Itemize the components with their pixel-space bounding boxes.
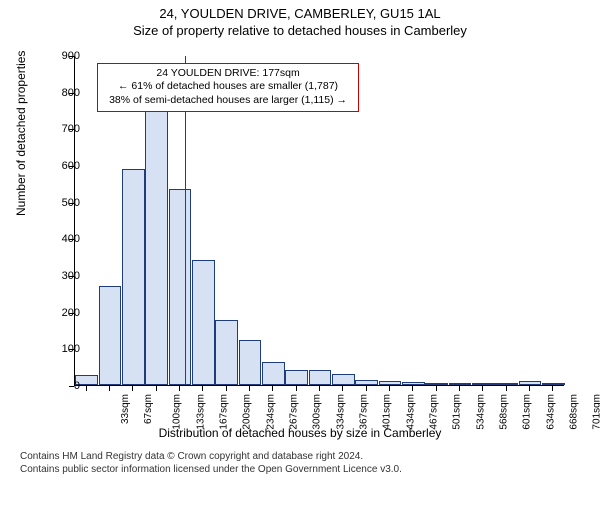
histogram-bar — [355, 380, 377, 386]
ytick-label: 600 — [40, 160, 80, 172]
xtick-mark — [529, 386, 530, 391]
histogram-bar — [472, 383, 494, 385]
ytick-label: 700 — [40, 123, 80, 135]
xtick-mark — [249, 386, 250, 391]
xtick-label: 267sqm — [289, 394, 300, 430]
xtick-label: 634sqm — [545, 394, 556, 430]
ytick-mark — [69, 313, 74, 314]
ytick-label: 800 — [40, 87, 80, 99]
xtick-mark — [132, 386, 133, 391]
y-axis-label: Number of detached properties — [14, 51, 28, 216]
xtick-label: 501sqm — [452, 394, 463, 430]
ytick-mark — [69, 93, 74, 94]
xtick-label: 467sqm — [429, 394, 440, 430]
ytick-mark — [69, 239, 74, 240]
histogram-bar — [262, 362, 284, 385]
ytick-mark — [69, 386, 74, 387]
histogram-bar — [332, 374, 354, 385]
ytick-mark — [69, 203, 74, 204]
xtick-label: 534sqm — [475, 394, 486, 430]
xtick-mark — [319, 386, 320, 391]
xtick-label: 33sqm — [120, 394, 131, 424]
histogram-bar — [402, 382, 424, 385]
ytick-label: 200 — [40, 307, 80, 319]
xtick-label: 601sqm — [522, 394, 533, 430]
xtick-label: 434sqm — [405, 394, 416, 430]
histogram-bar — [495, 383, 517, 385]
xtick-mark — [436, 386, 437, 391]
ytick-mark — [69, 129, 74, 130]
ytick-mark — [69, 349, 74, 350]
footer-line-2: Contains public sector information licen… — [20, 463, 600, 476]
xtick-label: 167sqm — [219, 394, 230, 430]
xtick-label: 401sqm — [382, 394, 393, 430]
xtick-label: 133sqm — [195, 394, 206, 430]
xtick-mark — [459, 386, 460, 391]
histogram-bar — [519, 381, 541, 385]
xtick-mark — [226, 386, 227, 391]
ytick-mark — [69, 276, 74, 277]
histogram-bar — [309, 370, 331, 385]
ytick-label: 500 — [40, 197, 80, 209]
xtick-mark — [366, 386, 367, 391]
xtick-label: 568sqm — [499, 394, 510, 430]
footer-line-1: Contains HM Land Registry data © Crown c… — [20, 450, 600, 463]
histogram-bar — [285, 370, 307, 385]
chart-title: 24, YOULDEN DRIVE, CAMBERLEY, GU15 1AL — [0, 6, 600, 21]
ytick-label: 100 — [40, 343, 80, 355]
xtick-mark — [389, 386, 390, 391]
xtick-label: 367sqm — [359, 394, 370, 430]
ytick-label: 0 — [40, 380, 80, 392]
ytick-mark — [69, 166, 74, 167]
annotation-line: ← 61% of detached houses are smaller (1,… — [104, 80, 352, 94]
annotation-box: 24 YOULDEN DRIVE: 177sqm← 61% of detache… — [97, 63, 359, 112]
ytick-label: 900 — [40, 50, 80, 62]
xtick-mark — [272, 386, 273, 391]
xtick-mark — [86, 386, 87, 391]
xtick-mark — [179, 386, 180, 391]
xtick-label: 334sqm — [335, 394, 346, 430]
xtick-label: 668sqm — [569, 394, 580, 430]
xtick-label: 200sqm — [242, 394, 253, 430]
xtick-mark — [202, 386, 203, 391]
xtick-mark — [506, 386, 507, 391]
xtick-label: 67sqm — [143, 394, 154, 424]
footer-credits: Contains HM Land Registry data © Crown c… — [20, 450, 600, 476]
xtick-mark — [296, 386, 297, 391]
xtick-mark — [342, 386, 343, 391]
histogram-bar — [169, 189, 191, 385]
xtick-mark — [109, 386, 110, 391]
annotation-line: 24 YOULDEN DRIVE: 177sqm — [104, 67, 352, 81]
ytick-mark — [69, 56, 74, 57]
histogram-bar — [449, 383, 471, 385]
plot-area: 24 YOULDEN DRIVE: 177sqm← 61% of detache… — [74, 56, 564, 386]
xtick-label: 300sqm — [312, 394, 323, 430]
histogram-bar — [192, 260, 214, 385]
annotation-line: 38% of semi-detached houses are larger (… — [104, 94, 352, 108]
xtick-mark — [412, 386, 413, 391]
xtick-mark — [156, 386, 157, 391]
histogram-bar — [215, 320, 237, 385]
histogram-bar — [425, 383, 447, 385]
x-axis-label: Distribution of detached houses by size … — [0, 426, 600, 440]
ytick-label: 400 — [40, 233, 80, 245]
xtick-mark — [552, 386, 553, 391]
histogram-bar — [145, 99, 167, 385]
xtick-label: 234sqm — [265, 394, 276, 430]
histogram-bar — [99, 286, 121, 385]
xtick-mark — [482, 386, 483, 391]
chart-container: Number of detached properties 24 YOULDEN… — [20, 46, 580, 426]
histogram-bar — [379, 381, 401, 385]
histogram-bar — [239, 340, 261, 385]
histogram-bar — [122, 169, 144, 385]
xtick-label: 701sqm — [592, 394, 600, 430]
histogram-bar — [542, 383, 564, 385]
chart-subtitle: Size of property relative to detached ho… — [0, 23, 600, 38]
xtick-label: 100sqm — [172, 394, 183, 430]
ytick-label: 300 — [40, 270, 80, 282]
